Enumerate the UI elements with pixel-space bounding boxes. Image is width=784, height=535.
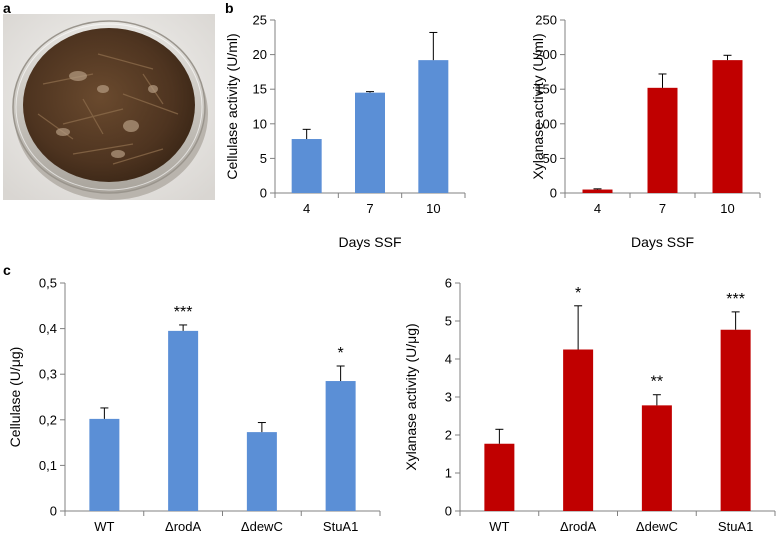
y-axis-label: Xylanase activity (U/μg) bbox=[403, 323, 419, 470]
bar-ΔdewC bbox=[641, 405, 672, 511]
y-tick-label: 20 bbox=[253, 47, 267, 62]
y-axis-label: Xylanase activity (U/ml) bbox=[530, 33, 546, 179]
petri-dish-substrate bbox=[23, 28, 195, 182]
bar-10 bbox=[418, 60, 449, 193]
y-tick-label: 0 bbox=[550, 186, 557, 201]
bar-WT bbox=[89, 418, 120, 511]
y-axis-label: Cellulase (U/μg) bbox=[7, 347, 23, 448]
panel-label-b: b bbox=[225, 0, 234, 16]
x-axis-label: Days SSF bbox=[631, 234, 694, 250]
petri-dish-photo bbox=[3, 14, 215, 200]
y-tick-label: 0,5 bbox=[39, 276, 57, 291]
cellulase-activity-days-chart: 0 5 10 15 20 25 4 7 10 Cellulase activity (U/ml) D… bbox=[224, 13, 466, 250]
bar-7 bbox=[647, 87, 678, 193]
xylanase-strains-chart: 0 1 2 3 4 5 6 WT * ΔrodA ** ΔdewC *** StuA1 Xylanase a… bbox=[403, 276, 776, 534]
bar-ΔdewC bbox=[246, 432, 277, 511]
y-tick-label: 15 bbox=[253, 82, 267, 97]
x-tick-label: WT bbox=[94, 519, 114, 534]
x-tick-label: 10 bbox=[720, 201, 734, 216]
x-tick-label: 7 bbox=[366, 201, 373, 216]
y-tick-label: 0,1 bbox=[39, 458, 57, 473]
y-axis-label: Cellulase activity (U/ml) bbox=[224, 33, 240, 179]
y-tick-label: 5 bbox=[260, 151, 267, 166]
y-tick-label: 2 bbox=[445, 428, 452, 443]
substrate-fragments bbox=[56, 71, 158, 158]
xylanase-activity-days-chart: 0 50 100 150 200 250 4 7 10 Xylanase activity (U/… bbox=[530, 13, 761, 250]
bar-4 bbox=[582, 189, 613, 193]
x-tick-label: StuA1 bbox=[718, 519, 753, 534]
y-tick-label: 150 bbox=[535, 82, 557, 97]
x-tick-label: 4 bbox=[594, 201, 601, 216]
x-tick-label: ΔrodA bbox=[560, 519, 596, 534]
y-tick-label: 6 bbox=[445, 276, 452, 291]
y-tick-label: 0,3 bbox=[39, 367, 57, 382]
y-tick-label: 1 bbox=[445, 466, 452, 481]
bar-ΔrodA bbox=[168, 330, 199, 511]
panel-label-a: a bbox=[3, 0, 11, 16]
y-tick-label: 250 bbox=[535, 13, 557, 28]
y-tick-label: 0,2 bbox=[39, 412, 57, 427]
x-tick-label: ΔdewC bbox=[241, 519, 283, 534]
cellulase-strains-chart: 0 0,1 0,2 0,3 0,4 0,5 WT *** ΔrodA ΔdewC * StuA1 Cel… bbox=[7, 276, 381, 534]
bar-ΔrodA bbox=[563, 349, 594, 511]
y-tick-label: 25 bbox=[253, 13, 267, 28]
y-tick-label: 0 bbox=[50, 504, 57, 519]
y-tick-label: 100 bbox=[535, 116, 557, 131]
y-tick-label: 0 bbox=[260, 186, 267, 201]
x-tick-label: 4 bbox=[303, 201, 310, 216]
bar-7 bbox=[355, 92, 385, 193]
x-tick-label: WT bbox=[489, 519, 509, 534]
y-tick-label: 3 bbox=[445, 390, 452, 405]
x-axis-label: Days SSF bbox=[338, 234, 401, 250]
y-tick-label: 10 bbox=[253, 116, 267, 131]
y-tick-label: 50 bbox=[543, 151, 557, 166]
substrate-texture bbox=[37, 53, 179, 165]
y-tick-label: 5 bbox=[445, 314, 452, 329]
petri-dish-highlight bbox=[15, 23, 203, 191]
bar-WT bbox=[484, 443, 515, 511]
x-tick-label: StuA1 bbox=[323, 519, 358, 534]
x-tick-label: 10 bbox=[426, 201, 440, 216]
x-tick-label: 7 bbox=[659, 201, 666, 216]
y-tick-label: 0,4 bbox=[39, 321, 57, 336]
panel-label-c: c bbox=[3, 262, 11, 278]
y-tick-label: 0 bbox=[445, 504, 452, 519]
bar-StuA1 bbox=[325, 381, 356, 511]
significance-marker: *** bbox=[726, 291, 745, 308]
significance-marker: * bbox=[575, 285, 581, 302]
significance-marker: * bbox=[338, 345, 344, 362]
y-tick-label: 4 bbox=[445, 352, 452, 367]
bar-StuA1 bbox=[720, 329, 751, 511]
bar-4 bbox=[291, 139, 322, 193]
bar-10 bbox=[712, 60, 743, 193]
significance-marker: *** bbox=[174, 304, 193, 321]
y-tick-label: 200 bbox=[535, 47, 557, 62]
significance-marker: ** bbox=[651, 374, 663, 391]
x-tick-label: ΔdewC bbox=[636, 519, 678, 534]
x-tick-label: ΔrodA bbox=[165, 519, 201, 534]
